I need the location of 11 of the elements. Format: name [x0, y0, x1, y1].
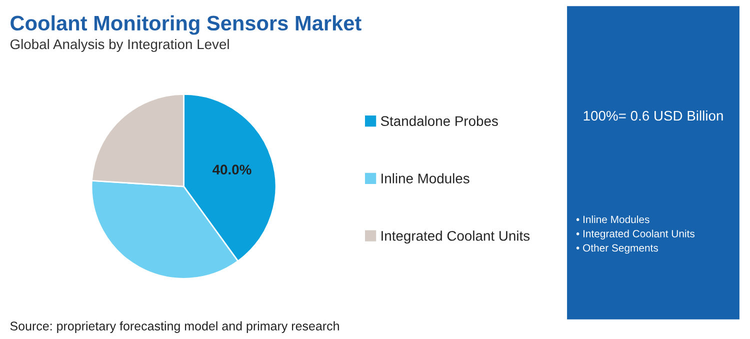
chart-subtitle: Global Analysis by Integration Level [10, 38, 229, 52]
chart-title: Coolant Monitoring Sensors Market [10, 15, 362, 35]
text: • Integrated Coolant Units [576, 230, 694, 240]
source-note: Source: proprietary forecasting model and primary research [10, 321, 339, 333]
legend-label: Inline Modules [382, 173, 470, 184]
data-label: 40.0% [212, 164, 252, 175]
legend-label: Standalone Probes [380, 116, 498, 126]
text: • Inline Modules [576, 215, 650, 224]
legend-label: Integrated Coolant Units [382, 230, 530, 244]
text: • Other Segments [576, 244, 658, 254]
text: 100%= 0.6 USD Billion [584, 110, 723, 121]
